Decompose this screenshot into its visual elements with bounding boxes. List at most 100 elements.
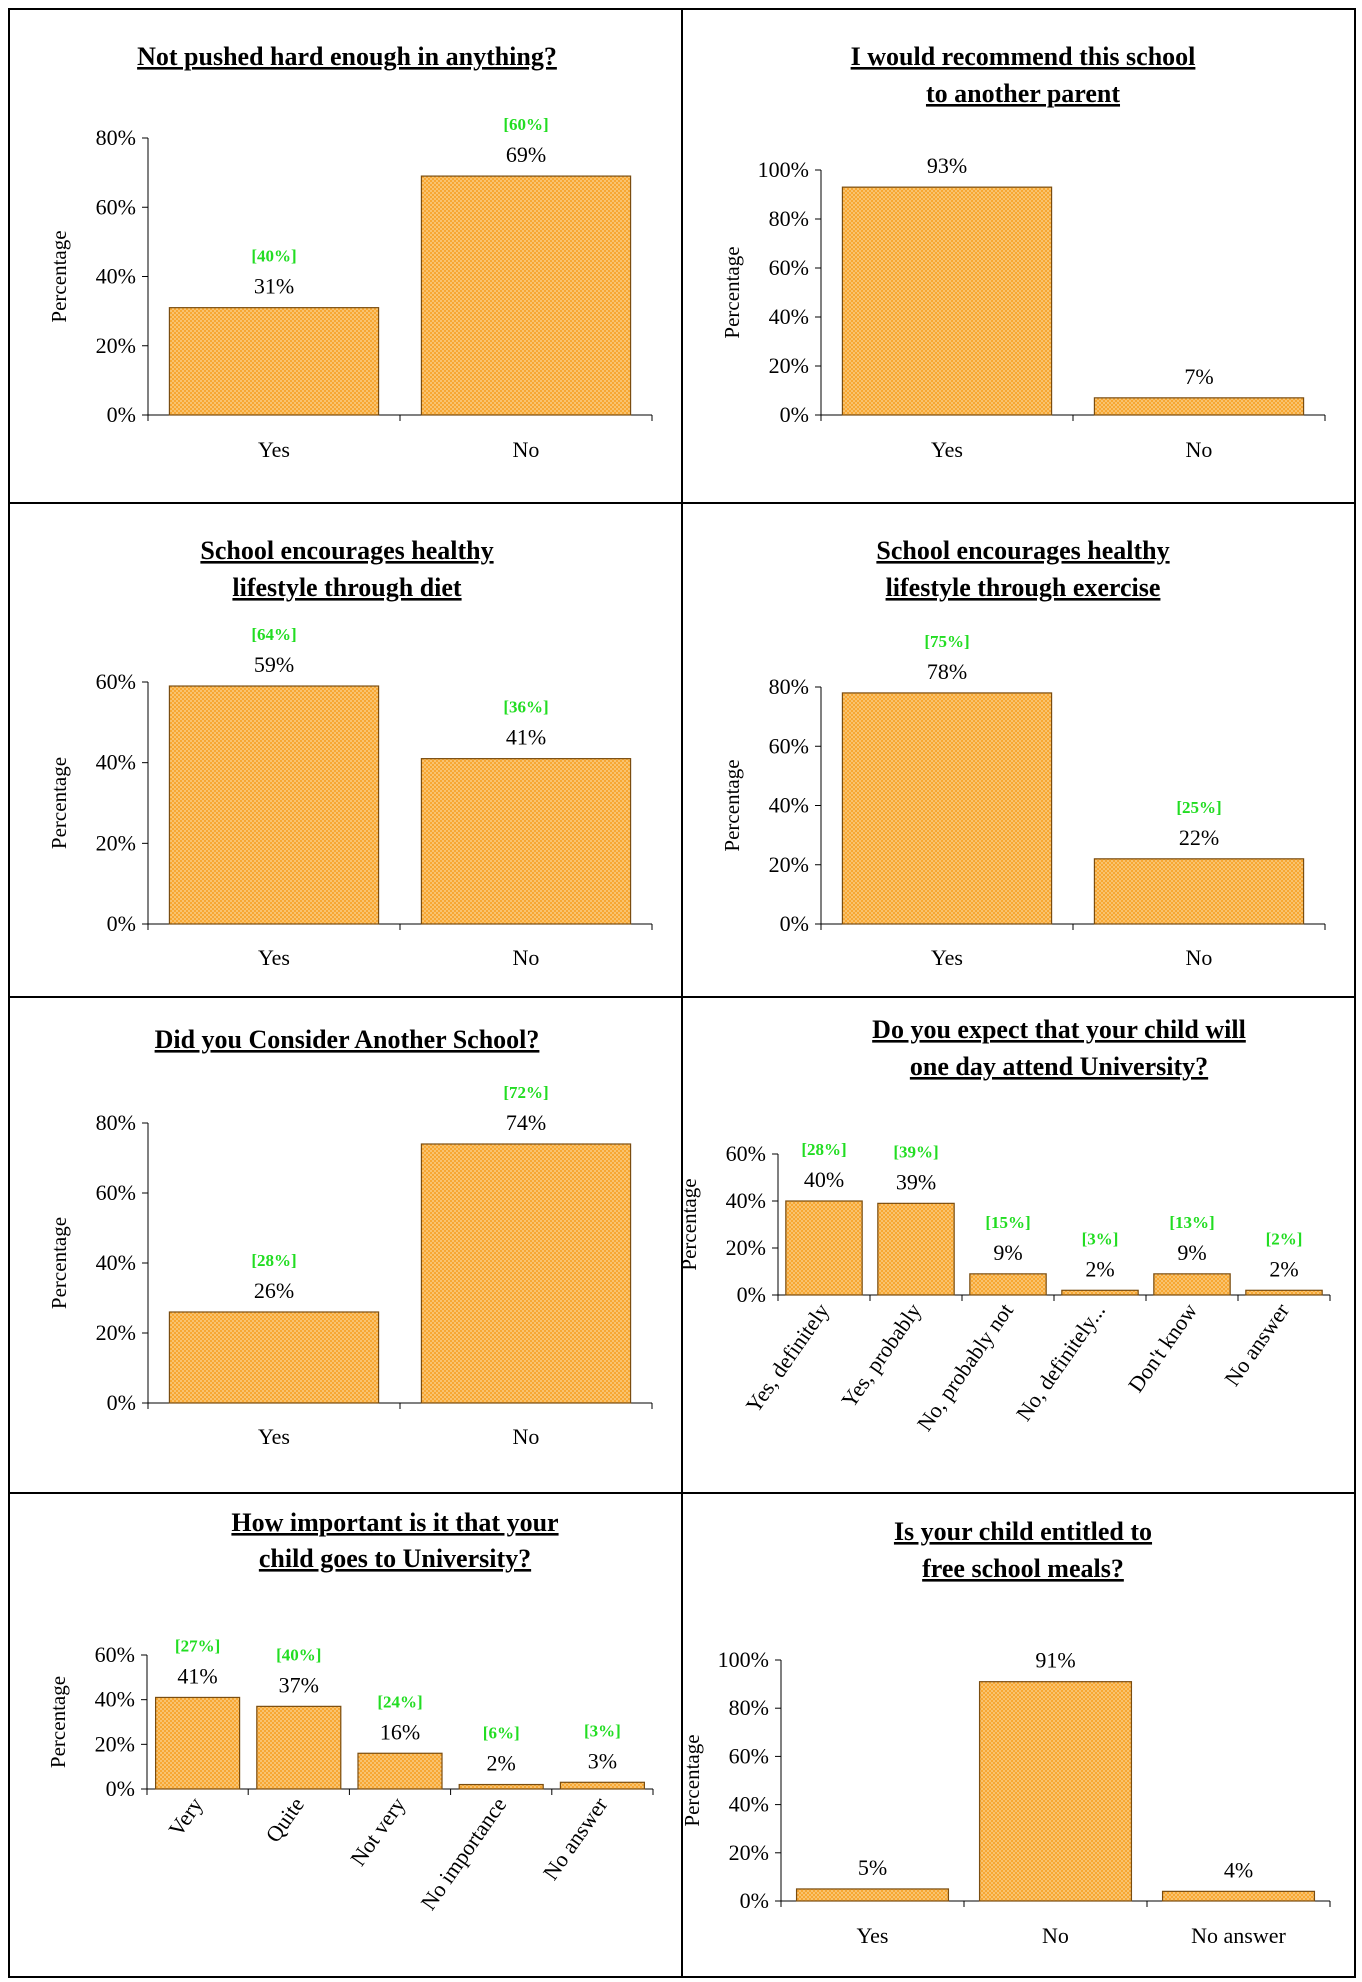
y-tick-label: 20% bbox=[95, 1731, 135, 1756]
chart-title: free school meals? bbox=[922, 1554, 1124, 1583]
y-tick-label: 0% bbox=[780, 402, 809, 427]
chart-svg: Not pushed hard enough in anything? 0% 20%… bbox=[47, 42, 653, 462]
y-tick-label: 80% bbox=[729, 1695, 769, 1720]
chart-svg: Is your child entitled to free school mea… bbox=[683, 1517, 1331, 1948]
prior-label: [15%] bbox=[985, 1213, 1030, 1232]
y-tick-label: 20% bbox=[729, 1840, 769, 1865]
y-tick-label: 100% bbox=[758, 157, 809, 182]
data-label: 22% bbox=[1179, 825, 1219, 850]
data-label: 5% bbox=[858, 1855, 887, 1880]
bar-yes bbox=[168, 1311, 380, 1404]
prior-label: [39%] bbox=[893, 1142, 938, 1161]
prior-label: [72%] bbox=[503, 1083, 548, 1102]
chart-title: one day attend University? bbox=[910, 1052, 1208, 1081]
prior-label: [6%] bbox=[483, 1724, 520, 1743]
y-tick-label: 40% bbox=[96, 750, 136, 775]
y-tick-label: 40% bbox=[96, 264, 136, 289]
y-tick-label: 20% bbox=[769, 353, 809, 378]
x-tick-label: No answer bbox=[1219, 1298, 1294, 1390]
prior-label: [36%] bbox=[503, 698, 548, 717]
data-label: 7% bbox=[1184, 364, 1213, 389]
data-label: 41% bbox=[506, 725, 546, 750]
y-tick-label: 80% bbox=[96, 1110, 136, 1135]
y-axis-label: Percentage bbox=[47, 1217, 71, 1309]
chart-title: child goes to University? bbox=[259, 1544, 531, 1573]
x-tick-label: No answer bbox=[1191, 1923, 1286, 1948]
chart-svg: School encourages healthy lifestyle throu… bbox=[47, 536, 653, 970]
y-tick-label: 0% bbox=[107, 402, 136, 427]
chart-panel-not-pushed: Not pushed hard enough in anything? 0% 20%… bbox=[8, 8, 683, 504]
bar-no bbox=[420, 758, 632, 925]
y-tick-label: 20% bbox=[769, 852, 809, 877]
chart-svg: I would recommend this school to another … bbox=[720, 42, 1326, 462]
data-label: 78% bbox=[927, 659, 967, 684]
x-tick-label: No bbox=[513, 945, 540, 970]
data-label: 39% bbox=[896, 1169, 936, 1194]
y-tick-label: 60% bbox=[96, 669, 136, 694]
y-tick-label: 40% bbox=[96, 1250, 136, 1275]
x-tick-label: Yes, definitely bbox=[741, 1299, 835, 1418]
data-label: 37% bbox=[279, 1672, 319, 1697]
prior-label: [25%] bbox=[1176, 798, 1221, 817]
chart-title: lifestyle through diet bbox=[232, 573, 462, 602]
y-tick-label: 20% bbox=[726, 1235, 766, 1260]
y-tick-label: 40% bbox=[769, 304, 809, 329]
data-label: 93% bbox=[927, 153, 967, 178]
x-tick-label: Not very bbox=[345, 1793, 410, 1871]
x-tick-label: No bbox=[513, 1424, 540, 1449]
x-tick-label: No bbox=[1186, 945, 1213, 970]
bar-no-answer bbox=[559, 1781, 645, 1790]
y-axis-label: Percentage bbox=[46, 1676, 70, 1768]
bar-very bbox=[155, 1696, 241, 1790]
bar-no-answer bbox=[1245, 1289, 1323, 1296]
y-tick-label: 40% bbox=[769, 793, 809, 818]
y-tick-label: 100% bbox=[718, 1647, 769, 1672]
x-tick-label: No, probably not bbox=[912, 1299, 1018, 1436]
bar-yes bbox=[841, 186, 1053, 416]
data-label: 4% bbox=[1224, 1857, 1253, 1882]
chart-panel-recommend: I would recommend this school to another … bbox=[681, 8, 1356, 504]
prior-label: [27%] bbox=[175, 1636, 220, 1655]
bar-no-answer bbox=[1161, 1890, 1316, 1902]
bar-no-definitely bbox=[1061, 1289, 1139, 1296]
chart-svg: How important is it that your child goes … bbox=[46, 1508, 654, 1914]
chart-title: Not pushed hard enough in anything? bbox=[137, 42, 557, 71]
chart-title: lifestyle through exercise bbox=[886, 573, 1161, 602]
chart-title: to another parent bbox=[926, 79, 1120, 108]
y-axis-label: Percentage bbox=[47, 230, 71, 322]
y-tick-label: 0% bbox=[107, 911, 136, 936]
bar-no bbox=[978, 1681, 1133, 1902]
chart-panel-expect-university: Do you expect that your child will one da… bbox=[681, 996, 1356, 1494]
prior-label: [75%] bbox=[924, 632, 969, 651]
y-tick-label: 60% bbox=[726, 1141, 766, 1166]
y-tick-label: 60% bbox=[95, 1642, 135, 1667]
y-tick-label: 40% bbox=[729, 1792, 769, 1817]
x-tick-label: No answer bbox=[538, 1792, 613, 1884]
y-axis-label: Percentage bbox=[47, 757, 71, 849]
chart-panel-importance-university: How important is it that your child goes … bbox=[8, 1492, 683, 1978]
y-tick-label: 60% bbox=[769, 255, 809, 280]
prior-label: [13%] bbox=[1169, 1213, 1214, 1232]
chart-panel-diet: School encourages healthy lifestyle throu… bbox=[8, 502, 683, 998]
bar-no bbox=[1093, 397, 1305, 416]
x-tick-label: Yes bbox=[931, 945, 963, 970]
x-tick-label: No bbox=[513, 437, 540, 462]
y-tick-label: 0% bbox=[740, 1888, 769, 1913]
prior-label: [40%] bbox=[251, 247, 296, 266]
prior-label: [60%] bbox=[503, 115, 548, 134]
bar-yes bbox=[168, 685, 380, 925]
y-tick-label: 80% bbox=[96, 125, 136, 150]
data-label: 26% bbox=[254, 1278, 294, 1303]
data-label: 41% bbox=[177, 1663, 217, 1688]
prior-label: [28%] bbox=[251, 1251, 296, 1270]
chart-title: Do you expect that your child will bbox=[872, 1015, 1246, 1044]
data-label: 9% bbox=[993, 1240, 1022, 1265]
y-tick-label: 0% bbox=[107, 1390, 136, 1415]
data-label: 31% bbox=[254, 274, 294, 299]
data-label: 91% bbox=[1035, 1648, 1075, 1673]
y-axis-label: Percentage bbox=[683, 1178, 701, 1270]
chart-panel-free-meals: Is your child entitled to free school mea… bbox=[681, 1492, 1356, 1978]
y-tick-label: 60% bbox=[96, 194, 136, 219]
chart-svg: Did you Consider Another School? 0% 20% 40%… bbox=[47, 1025, 653, 1449]
